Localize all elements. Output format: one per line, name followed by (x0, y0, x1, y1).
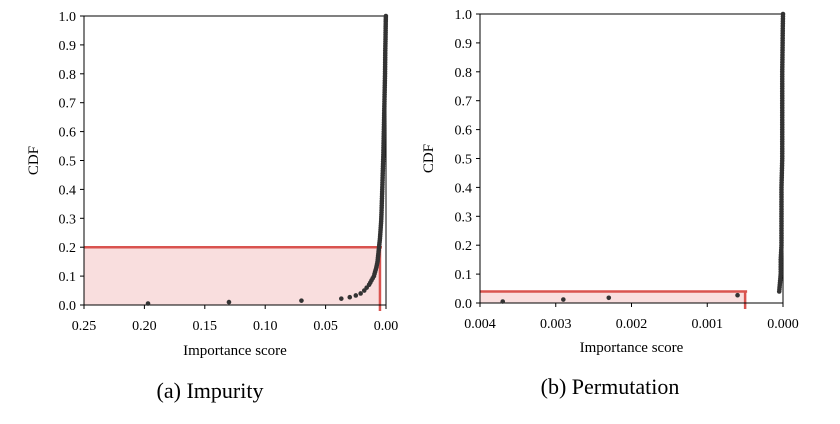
y-tick-label: 0.2 (455, 239, 473, 254)
data-point (377, 238, 383, 243)
x-tick-label: 0.20 (132, 319, 157, 334)
x-tick-label: 0.004 (464, 317, 496, 332)
data-point (561, 297, 566, 302)
data-point (378, 221, 384, 226)
highlight-region (84, 247, 380, 305)
data-point (780, 28, 786, 34)
data-point (383, 21, 389, 27)
data-point (779, 216, 784, 222)
y-tick-label: 0.9 (455, 37, 473, 52)
x-axis-label: Importance score (183, 343, 287, 359)
data-point (372, 271, 377, 277)
x-tick-label: 0.003 (540, 317, 572, 332)
y-tick-label: 0.5 (455, 153, 473, 168)
y-tick-label: 0.0 (59, 299, 77, 314)
data-point (779, 100, 785, 106)
data-point (339, 296, 344, 301)
y-tick-label: 0.3 (455, 210, 473, 225)
panel-caption: (b) Permutation (541, 374, 680, 399)
data-point (382, 96, 387, 102)
y-tick-label: 0.4 (455, 181, 473, 196)
data-point (367, 280, 373, 285)
data-point (500, 299, 506, 304)
x-axis-label: Importance score (580, 340, 684, 356)
data-point (382, 62, 388, 67)
data-point (353, 293, 359, 298)
x-tick-label: 0.002 (616, 317, 648, 332)
data-point (779, 158, 785, 164)
data-point (375, 255, 381, 261)
data-point (779, 245, 784, 250)
data-point (383, 39, 388, 44)
y-tick-label: 0.2 (59, 241, 77, 256)
data-point (379, 200, 385, 206)
data-point (370, 275, 376, 281)
data-point (381, 108, 387, 114)
y-axis-label: CDF (421, 144, 437, 173)
y-tick-label: 1.0 (59, 10, 77, 25)
y-tick-label: 1.0 (455, 8, 473, 23)
data-point (381, 120, 387, 125)
data-point (380, 154, 386, 160)
data-point (347, 294, 353, 300)
y-tick-label: 0.0 (455, 297, 473, 312)
data-point (379, 212, 384, 217)
data-point (380, 177, 385, 183)
y-tick-label: 0.9 (59, 39, 77, 54)
x-tick-label: 0.15 (193, 319, 218, 334)
data-point (358, 291, 363, 296)
data-point (381, 131, 387, 137)
data-point (778, 259, 784, 265)
x-tick-label: 0.001 (692, 317, 724, 332)
data-point (779, 71, 785, 77)
y-tick-label: 0.7 (59, 97, 77, 112)
x-tick-label: 0.00 (374, 319, 399, 334)
data-point (376, 249, 381, 255)
panel-caption: (a) Impurity (157, 378, 264, 403)
y-tick-label: 0.7 (455, 95, 473, 110)
data-point (380, 166, 386, 171)
x-tick-label: 0.000 (767, 317, 799, 332)
data-point (376, 243, 382, 249)
data-point (779, 129, 785, 135)
y-tick-label: 0.3 (59, 212, 77, 227)
highlight-region (480, 291, 746, 303)
data-point (780, 43, 785, 48)
y-tick-label: 0.6 (59, 126, 77, 141)
data-point (606, 295, 612, 301)
y-tick-label: 0.8 (59, 68, 77, 83)
data-point (778, 273, 783, 279)
panel-permutation: 0.0 0.1 0.2 0.3 0.4 0.5 0.6 0.7 0.8 0.9 1.0 0.004 0.… (421, 8, 799, 399)
data-point (373, 267, 379, 272)
data-point (382, 50, 388, 56)
y-tick-label: 0.8 (455, 66, 473, 81)
x-tick-label: 0.05 (313, 319, 338, 334)
y-tick-label: 0.1 (59, 270, 77, 285)
data-point (383, 15, 389, 21)
y-axis-label: CDF (26, 146, 42, 175)
data-point (226, 299, 232, 305)
plot-frame (479, 13, 784, 304)
data-point (374, 261, 380, 266)
data-point (777, 282, 783, 288)
y-tick-label: 0.6 (455, 124, 473, 139)
data-point (382, 85, 388, 90)
data-point (381, 143, 386, 148)
y-tick-label: 0.4 (59, 183, 77, 198)
data-point (382, 73, 388, 79)
y-tick-label: 0.1 (455, 268, 473, 283)
data-point (780, 14, 786, 19)
panel-impurity: 0.0 0.1 0.2 0.3 0.4 0.5 0.6 0.7 0.8 0.9 1.0 0.25 0.2… (26, 10, 398, 403)
y-tick-label: 0.5 (59, 155, 77, 170)
data-point (299, 298, 304, 303)
data-point (735, 292, 740, 298)
data-point (379, 189, 385, 195)
x-tick-label: 0.25 (72, 319, 97, 334)
data-point (145, 301, 151, 306)
data-point (383, 30, 388, 35)
data-point (779, 187, 784, 193)
data-point (378, 229, 383, 235)
x-tick-label: 0.10 (253, 319, 278, 334)
